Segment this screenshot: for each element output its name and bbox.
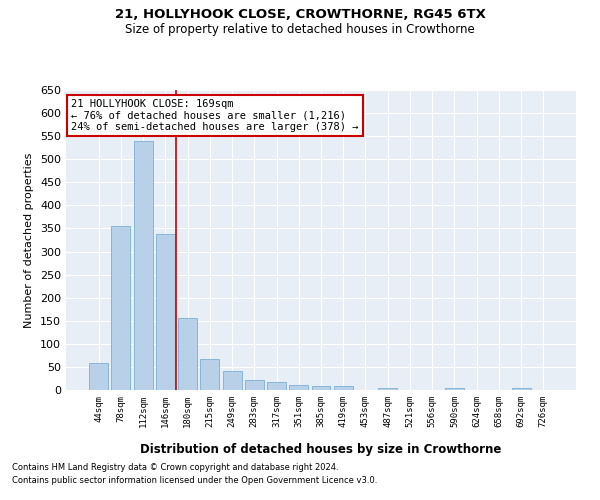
Text: 21, HOLLYHOOK CLOSE, CROWTHORNE, RG45 6TX: 21, HOLLYHOOK CLOSE, CROWTHORNE, RG45 6T…	[115, 8, 485, 20]
Text: Size of property relative to detached houses in Crowthorne: Size of property relative to detached ho…	[125, 22, 475, 36]
Bar	[445, 388, 464, 390]
Bar	[156, 234, 175, 390]
Bar	[334, 386, 353, 390]
Bar	[134, 141, 152, 390]
Bar	[223, 370, 242, 390]
Text: 21 HOLLYHOOK CLOSE: 169sqm
← 76% of detached houses are smaller (1,216)
24% of s: 21 HOLLYHOOK CLOSE: 169sqm ← 76% of deta…	[71, 99, 359, 132]
Bar	[89, 363, 108, 390]
Bar	[178, 318, 197, 390]
Bar	[311, 386, 331, 390]
Text: Contains HM Land Registry data © Crown copyright and database right 2024.: Contains HM Land Registry data © Crown c…	[12, 464, 338, 472]
Text: Distribution of detached houses by size in Crowthorne: Distribution of detached houses by size …	[140, 442, 502, 456]
Bar	[245, 380, 264, 390]
Bar	[289, 385, 308, 390]
Bar	[378, 388, 397, 390]
Bar	[112, 226, 130, 390]
Y-axis label: Number of detached properties: Number of detached properties	[25, 152, 34, 328]
Bar	[200, 358, 219, 390]
Text: Contains public sector information licensed under the Open Government Licence v3: Contains public sector information licen…	[12, 476, 377, 485]
Bar	[512, 388, 530, 390]
Bar	[267, 382, 286, 390]
